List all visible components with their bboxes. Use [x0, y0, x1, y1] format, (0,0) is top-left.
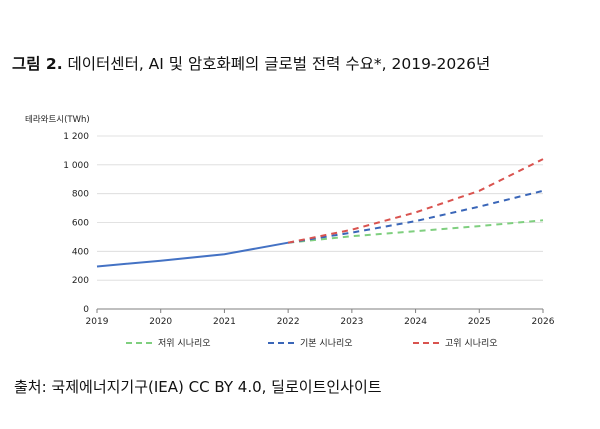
y-axis-label: 테라와트시(TWh) — [25, 114, 90, 125]
legend-label: 저위 시나리오 — [158, 338, 211, 349]
x-tick-label: 2024 — [404, 317, 427, 327]
series-line-저위 시나리오 — [287, 219, 544, 244]
figure-title-text: 데이터센터, AI 및 암호화폐의 글로벌 전력 수요*, 2019-2026년 — [67, 55, 491, 73]
source-note: 출처: 국제에너지기구(IEA) CC BY 4.0, 딜로이트인사이트 — [14, 378, 382, 396]
figure-title: 그림 2. 데이터센터, AI 및 암호화폐의 글로벌 전력 수요*, 2019… — [12, 52, 490, 74]
y-tick-label: 600 — [72, 219, 89, 229]
y-tick-label: 400 — [72, 247, 89, 257]
axes: 테라와트시(TWh) 0 200 400 600 800 1 000 1 200 2019 202… — [25, 114, 555, 327]
y-tick-label: 200 — [72, 276, 89, 286]
legend: 저위 시나리오 기본 시나리오 고위 시나리오 — [126, 338, 498, 349]
x-tick-label: 2023 — [340, 317, 363, 327]
series-line-historical — [96, 241, 289, 268]
y-tick-label: 800 — [72, 190, 89, 200]
x-tick-label: 2026 — [532, 317, 555, 327]
figure-number: 그림 2. — [12, 55, 63, 73]
x-tick-label: 2025 — [468, 317, 491, 327]
y-tick-label: 1 000 — [63, 161, 89, 171]
series-line-고위 시나리오 — [287, 158, 544, 244]
legend-label: 기본 시나리오 — [300, 338, 353, 349]
y-tick-label: 0 — [83, 305, 89, 315]
x-tick-label: 2019 — [86, 317, 109, 327]
x-tick-label: 2022 — [277, 317, 300, 327]
series-line-기본 시나리오 — [287, 189, 544, 244]
series-lines — [96, 158, 544, 268]
x-tick-label: 2020 — [149, 317, 172, 327]
x-tick-label: 2021 — [213, 317, 236, 327]
legend-label: 고위 시나리오 — [445, 338, 498, 349]
y-tick-label: 1 200 — [63, 132, 89, 142]
gridlines — [97, 135, 543, 281]
